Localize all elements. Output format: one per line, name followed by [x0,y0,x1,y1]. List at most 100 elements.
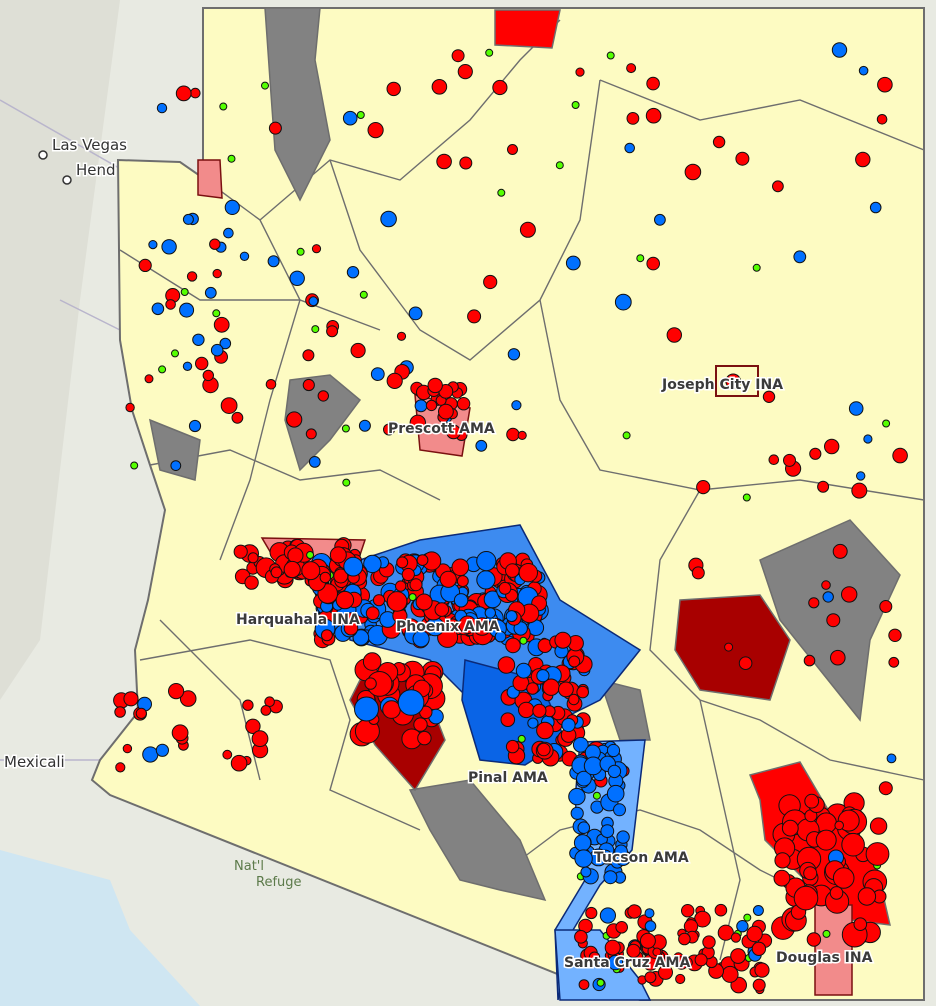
well-decline-point[interactable] [588,951,601,963]
well-decline-point[interactable] [362,652,382,671]
well-stable-point[interactable] [882,419,891,428]
well-decline-point[interactable] [652,947,662,957]
well-decline-point[interactable] [213,316,230,333]
well-rise-point[interactable] [570,806,584,820]
well-decline-point[interactable] [125,402,135,413]
well-decline-point[interactable] [416,554,429,566]
well-rise-point[interactable] [654,213,666,226]
well-decline-point[interactable] [329,546,347,564]
well-decline-point[interactable] [122,743,133,754]
well-rise-point[interactable] [346,266,360,279]
well-decline-point[interactable] [457,64,473,80]
well-decline-point[interactable] [350,342,366,359]
well-stable-point[interactable] [592,791,601,800]
well-stable-point[interactable] [752,263,761,272]
well-decline-point[interactable] [644,971,657,984]
well-decline-point[interactable] [615,921,629,934]
well-decline-point[interactable] [386,372,403,389]
well-decline-point[interactable] [335,590,355,610]
well-rise-point[interactable] [511,400,522,411]
well-decline-point[interactable] [458,615,477,634]
well-rise-point[interactable] [380,210,397,228]
well-rise-point[interactable] [475,439,488,452]
well-stable-point[interactable] [555,161,564,170]
well-decline-point[interactable] [383,423,395,436]
well-rise-point[interactable] [161,239,177,255]
well-decline-point[interactable] [283,560,301,579]
well-rise-point[interactable] [736,920,749,933]
well-decline-point[interactable] [730,948,746,964]
well-rise-point[interactable] [536,669,550,683]
well-decline-point[interactable] [165,299,176,310]
well-rise-point[interactable] [397,689,425,716]
well-decline-point[interactable] [537,742,551,757]
well-decline-point[interactable] [815,829,837,851]
well-decline-point[interactable] [585,906,598,920]
well-decline-point[interactable] [305,428,317,440]
well-rise-point[interactable] [358,419,371,432]
well-stable-point[interactable] [158,365,167,374]
well-rise-point[interactable] [155,743,169,757]
well-decline-point[interactable] [247,552,259,564]
well-decline-point[interactable] [832,543,848,559]
well-decline-point[interactable] [876,114,888,125]
well-decline-point[interactable] [646,256,661,271]
well-decline-point[interactable] [401,567,415,582]
well-decline-point[interactable] [830,649,846,666]
well-stable-point[interactable] [356,111,365,119]
well-decline-point[interactable] [233,544,248,559]
well-decline-point[interactable] [575,67,585,77]
well-decline-point[interactable] [714,903,728,917]
well-decline-point[interactable] [821,580,831,590]
well-decline-point[interactable] [244,575,259,590]
well-decline-point[interactable] [754,962,770,978]
well-decline-point[interactable] [853,917,868,932]
well-decline-point[interactable] [231,411,244,424]
well-stable-point[interactable] [606,51,615,60]
well-decline-point[interactable] [268,121,282,135]
well-decline-point[interactable] [459,156,473,170]
well-rise-point[interactable] [515,662,532,679]
well-decline-point[interactable] [367,122,384,139]
well-decline-point[interactable] [638,957,649,968]
well-decline-point[interactable] [576,685,590,699]
well-decline-point[interactable] [505,563,520,578]
well-rise-point[interactable] [614,293,632,311]
well-rise-point[interactable] [414,399,428,413]
well-decline-point[interactable] [260,705,272,716]
well-decline-point[interactable] [574,930,588,944]
well-decline-point[interactable] [265,379,277,390]
well-decline-point[interactable] [505,637,521,654]
well-decline-point[interactable] [417,730,432,746]
well-decline-point[interactable] [892,447,908,464]
well-rise-point[interactable] [793,250,807,264]
well-decline-point[interactable] [694,953,708,967]
well-rise-point[interactable] [182,361,193,371]
well-decline-point[interactable] [712,135,726,149]
well-stable-point[interactable] [296,247,305,256]
well-decline-point[interactable] [209,238,221,250]
well-decline-point[interactable] [497,656,516,674]
well-rise-point[interactable] [848,401,864,416]
well-decline-point[interactable] [425,399,438,412]
well-rise-point[interactable] [565,255,581,271]
well-rise-point[interactable] [863,434,873,444]
well-decline-point[interactable] [212,268,222,279]
well-stable-point[interactable] [519,636,528,645]
well-rise-point[interactable] [170,460,182,472]
well-decline-point[interactable] [456,397,471,411]
well-rise-point[interactable] [568,787,586,806]
well-decline-point[interactable] [526,682,539,695]
well-decline-point[interactable] [702,935,716,949]
well-rise-point[interactable] [412,630,430,648]
well-decline-point[interactable] [691,566,705,580]
well-decline-point[interactable] [746,925,763,943]
well-rise-point[interactable] [151,302,165,316]
well-stable-point[interactable] [485,48,494,57]
well-decline-point[interactable] [251,730,269,748]
well-decline-point[interactable] [681,904,695,918]
well-stable-point[interactable] [596,978,605,987]
well-decline-point[interactable] [286,411,303,428]
well-rise-point[interactable] [223,227,234,239]
well-stable-point[interactable] [342,478,351,487]
